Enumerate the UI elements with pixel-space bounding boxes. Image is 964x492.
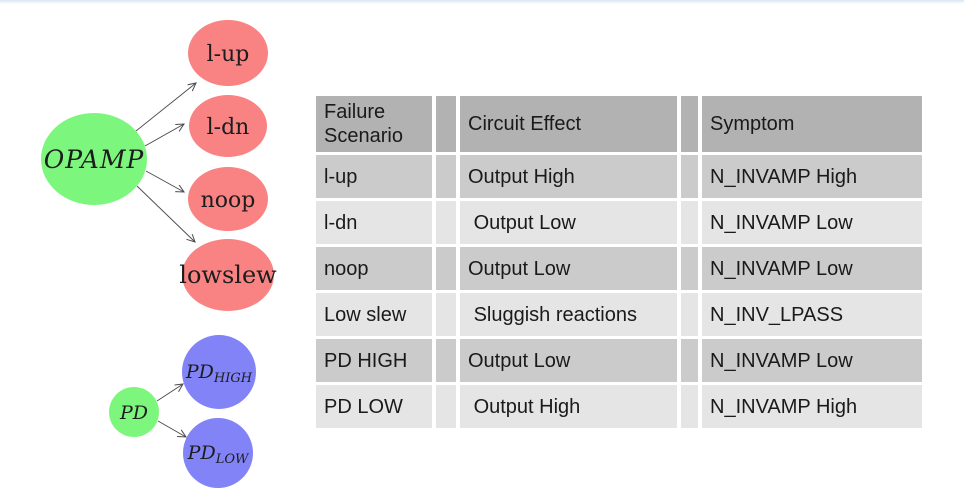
- cell-effect: Sluggish reactions: [460, 293, 677, 336]
- node-lowslew: [182, 239, 274, 311]
- cell-symptom: N_INVAMP High: [702, 385, 922, 428]
- cell-symptom: N_INVAMP Low: [702, 201, 922, 244]
- node-l-up: [188, 20, 268, 86]
- node-opamp-label: OPAMP: [44, 145, 145, 174]
- cell-symptom: N_INVAMP Low: [702, 339, 922, 382]
- cell-scenario: noop: [316, 247, 432, 290]
- header-spacer-1: [436, 96, 456, 152]
- node-pd-low-label-sub: LOW: [215, 452, 250, 467]
- cell-scenario: PD LOW: [316, 385, 432, 428]
- fault-tree-diagram: OPAMP l-up l-dn noop lowslew PD PDHIGH P…: [41, 20, 277, 488]
- header-spacer-2: [681, 96, 698, 152]
- cell-spacer: [681, 339, 698, 382]
- header-circuit-effect: Circuit Effect: [460, 96, 677, 152]
- cell-effect: Output Low: [460, 339, 677, 382]
- arrow-opamp-lup: [135, 83, 196, 132]
- arrow-opamp-ldn: [144, 124, 184, 147]
- header-symptom: Symptom: [702, 96, 922, 152]
- table-header-row: Failure Scenario Circuit Effect Symptom: [316, 96, 922, 152]
- node-pd-high: [182, 335, 256, 409]
- cell-symptom: N_INVAMP Low: [702, 247, 922, 290]
- cell-spacer: [681, 385, 698, 428]
- header-failure-scenario: Failure Scenario: [316, 96, 432, 152]
- cell-effect: Output Low: [460, 247, 677, 290]
- node-lowslew-label: lowslew: [179, 261, 277, 289]
- cell-scenario: l-up: [316, 155, 432, 198]
- cell-spacer: [681, 201, 698, 244]
- node-l-dn-label: l-dn: [207, 115, 250, 140]
- cell-scenario: l-dn: [316, 201, 432, 244]
- cell-spacer: [436, 339, 456, 382]
- arrow-pd-high: [156, 384, 183, 402]
- cell-effect: Output Low: [460, 201, 677, 244]
- table-row-l-up: l-up Output High N_INVAMP High: [316, 155, 922, 198]
- cell-scenario: Low slew: [316, 293, 432, 336]
- node-pd-low-label: PDLOW: [187, 442, 250, 467]
- cell-spacer: [681, 155, 698, 198]
- node-pd-high-label: PDHIGH: [185, 361, 253, 386]
- node-pd: [109, 387, 159, 437]
- table-row-pd-low: PD LOW Output High N_INVAMP High: [316, 385, 922, 428]
- cell-symptom: N_INVAMP High: [702, 155, 922, 198]
- cell-spacer: [681, 247, 698, 290]
- node-opamp: [41, 113, 147, 205]
- top-edge-highlight: [0, 0, 964, 4]
- node-pd-low-label-main: PD: [187, 442, 216, 464]
- node-pd-low: [183, 418, 253, 488]
- cell-spacer: [436, 247, 456, 290]
- opamp-arrows: [135, 83, 196, 242]
- cell-effect: Output High: [460, 385, 677, 428]
- node-noop-label: noop: [201, 188, 256, 213]
- arrow-pd-low: [157, 420, 186, 437]
- node-noop: [188, 167, 268, 231]
- table-row-pd-high: PD HIGH Output Low N_INVAMP Low: [316, 339, 922, 382]
- node-pd-high-label-sub: HIGH: [213, 371, 253, 386]
- node-l-up-label: l-up: [207, 42, 250, 67]
- cell-spacer: [681, 293, 698, 336]
- arrow-opamp-noop: [145, 170, 184, 192]
- node-pd-label: PD: [119, 402, 148, 424]
- node-pd-high-label-main: PD: [185, 361, 214, 383]
- cell-scenario: PD HIGH: [316, 339, 432, 382]
- cell-spacer: [436, 155, 456, 198]
- pd-arrows: [156, 384, 186, 437]
- table-row-noop: noop Output Low N_INVAMP Low: [316, 247, 922, 290]
- cell-spacer: [436, 293, 456, 336]
- cell-effect: Output High: [460, 155, 677, 198]
- cell-spacer: [436, 201, 456, 244]
- table-row-l-dn: l-dn Output Low N_INVAMP Low: [316, 201, 922, 244]
- failure-table: Failure Scenario Circuit Effect Symptom …: [312, 93, 926, 431]
- node-l-dn: [189, 95, 267, 157]
- arrow-opamp-lowslew: [136, 185, 195, 242]
- cell-symptom: N_INV_LPASS: [702, 293, 922, 336]
- table-row-low-slew: Low slew Sluggish reactions N_INV_LPASS: [316, 293, 922, 336]
- cell-spacer: [436, 385, 456, 428]
